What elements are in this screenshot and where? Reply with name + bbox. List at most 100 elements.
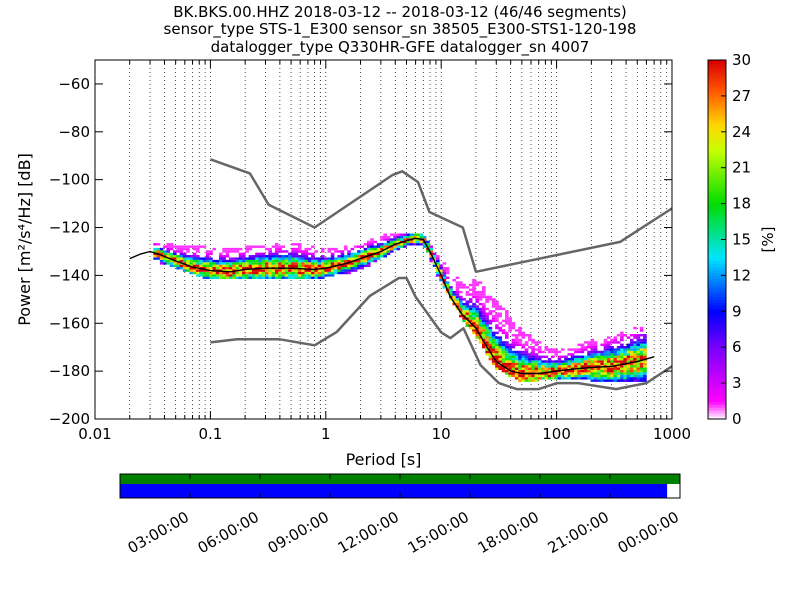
colorbar-segment [708,80,726,85]
heatmap-cell [225,255,230,258]
heatmap-cell [334,269,338,272]
heatmap-cell [547,362,552,366]
heatmap-cell [491,357,496,361]
heatmap-cell [189,259,194,263]
heatmap-cell [169,262,174,265]
colorbar-segment [708,314,726,318]
heatmap-cell [343,264,348,268]
heatmap-cell [320,250,325,253]
heatmap-cell [366,252,371,256]
heatmap-cell [472,322,476,325]
heatmap-cell [212,267,217,270]
heatmap-cell [616,374,621,378]
heatmap-cell [610,360,614,363]
heatmap-cell [508,317,512,320]
heatmap-cell [347,259,351,263]
heatmap-cell [156,243,161,246]
heatmap-cell [537,350,542,354]
heatmap-cell [482,326,486,330]
colorbar-segment [708,293,726,297]
heatmap-cell [583,346,588,349]
heatmap-cell [514,369,519,373]
heatmap-cell [633,369,637,373]
heatmap-cell [482,288,486,291]
heatmap-cell [238,274,243,277]
heatmap-cell [173,250,177,253]
heatmap-cell [212,274,217,277]
heatmap-cell [633,353,637,356]
colorbar-tick-label: 27 [732,87,751,105]
colorbar-segment [708,146,726,151]
colorbar-segment [708,299,726,303]
heatmap-cell [459,314,463,318]
x-tick-label: 1000 [653,425,691,443]
heatmap-cell [284,262,289,265]
colorbar-segment [708,413,726,417]
heatmap-cell [518,343,522,347]
heatmap-cell [445,267,450,270]
colorbar-segment [708,122,726,127]
heatmap-cell [465,317,470,320]
heatmap-cell [636,377,641,380]
heatmap-cell [248,267,253,270]
y-tick-label: −120 [49,219,90,237]
heatmap-cell [396,240,401,244]
heatmap-cell [166,255,171,258]
heatmap-cell [284,276,289,279]
heatmap-cell [373,259,378,263]
colorbar-tick-label: 18 [732,195,751,213]
timeline-tick-label: 12:00:00 [335,508,402,557]
heatmap-cell [199,271,203,275]
heatmap-cell [518,374,522,378]
heatmap-cell [311,264,315,268]
heatmap-cell [501,307,506,311]
colorbar-segment [708,383,726,387]
heatmap-cell [518,362,522,366]
heatmap-cell [166,247,171,251]
heatmap-cell [202,264,207,268]
heatmap-cell [445,283,450,287]
heatmap-cell [291,257,295,260]
heatmap-cell [452,298,457,301]
plot-frame [94,59,673,420]
heatmap-cell [511,322,516,325]
colorbar-segment [708,101,726,106]
heatmap-cell [639,348,644,351]
heatmap-cell [482,317,486,320]
heatmap-cell [307,269,312,272]
heatmap-cell [291,243,295,246]
colorbar-segment [708,68,726,73]
heatmap-cell [436,262,440,265]
heatmap-cell [242,269,246,272]
x-axis-label: Period [s] [346,450,422,469]
heatmap-cell [610,357,614,361]
heatmap-cell [511,372,516,375]
heatmap-cell [465,314,470,318]
heatmap-cell [544,367,549,370]
colorbar-segment [708,341,726,345]
heatmap-cell [537,341,542,344]
heatmap-cell [320,264,325,268]
timeline-tick-label: 18:00:00 [475,508,542,557]
heatmap-cell [307,274,312,277]
heatmap-cell [294,264,299,268]
heatmap-cell [311,262,315,265]
heatmap-cell [551,360,555,363]
heatmap-cell [574,357,578,361]
heatmap-cell [643,362,647,366]
heatmap-cell [541,374,545,378]
heatmap-cell [291,271,295,275]
heatmap-cell [495,348,499,351]
heatmap-cell [442,274,447,277]
heatmap-cell [462,286,466,289]
colorbar-segment [708,374,726,378]
heatmap-cell [511,350,516,354]
heatmap-cell [636,343,641,347]
heatmap-cell [518,353,522,356]
heatmap-cell [613,372,618,375]
heatmap-cell [629,355,634,358]
colorbar-segment [708,74,726,79]
heatmap-cell [623,367,627,370]
heatmap-cell [488,336,493,339]
heatmap-cell [291,262,295,265]
